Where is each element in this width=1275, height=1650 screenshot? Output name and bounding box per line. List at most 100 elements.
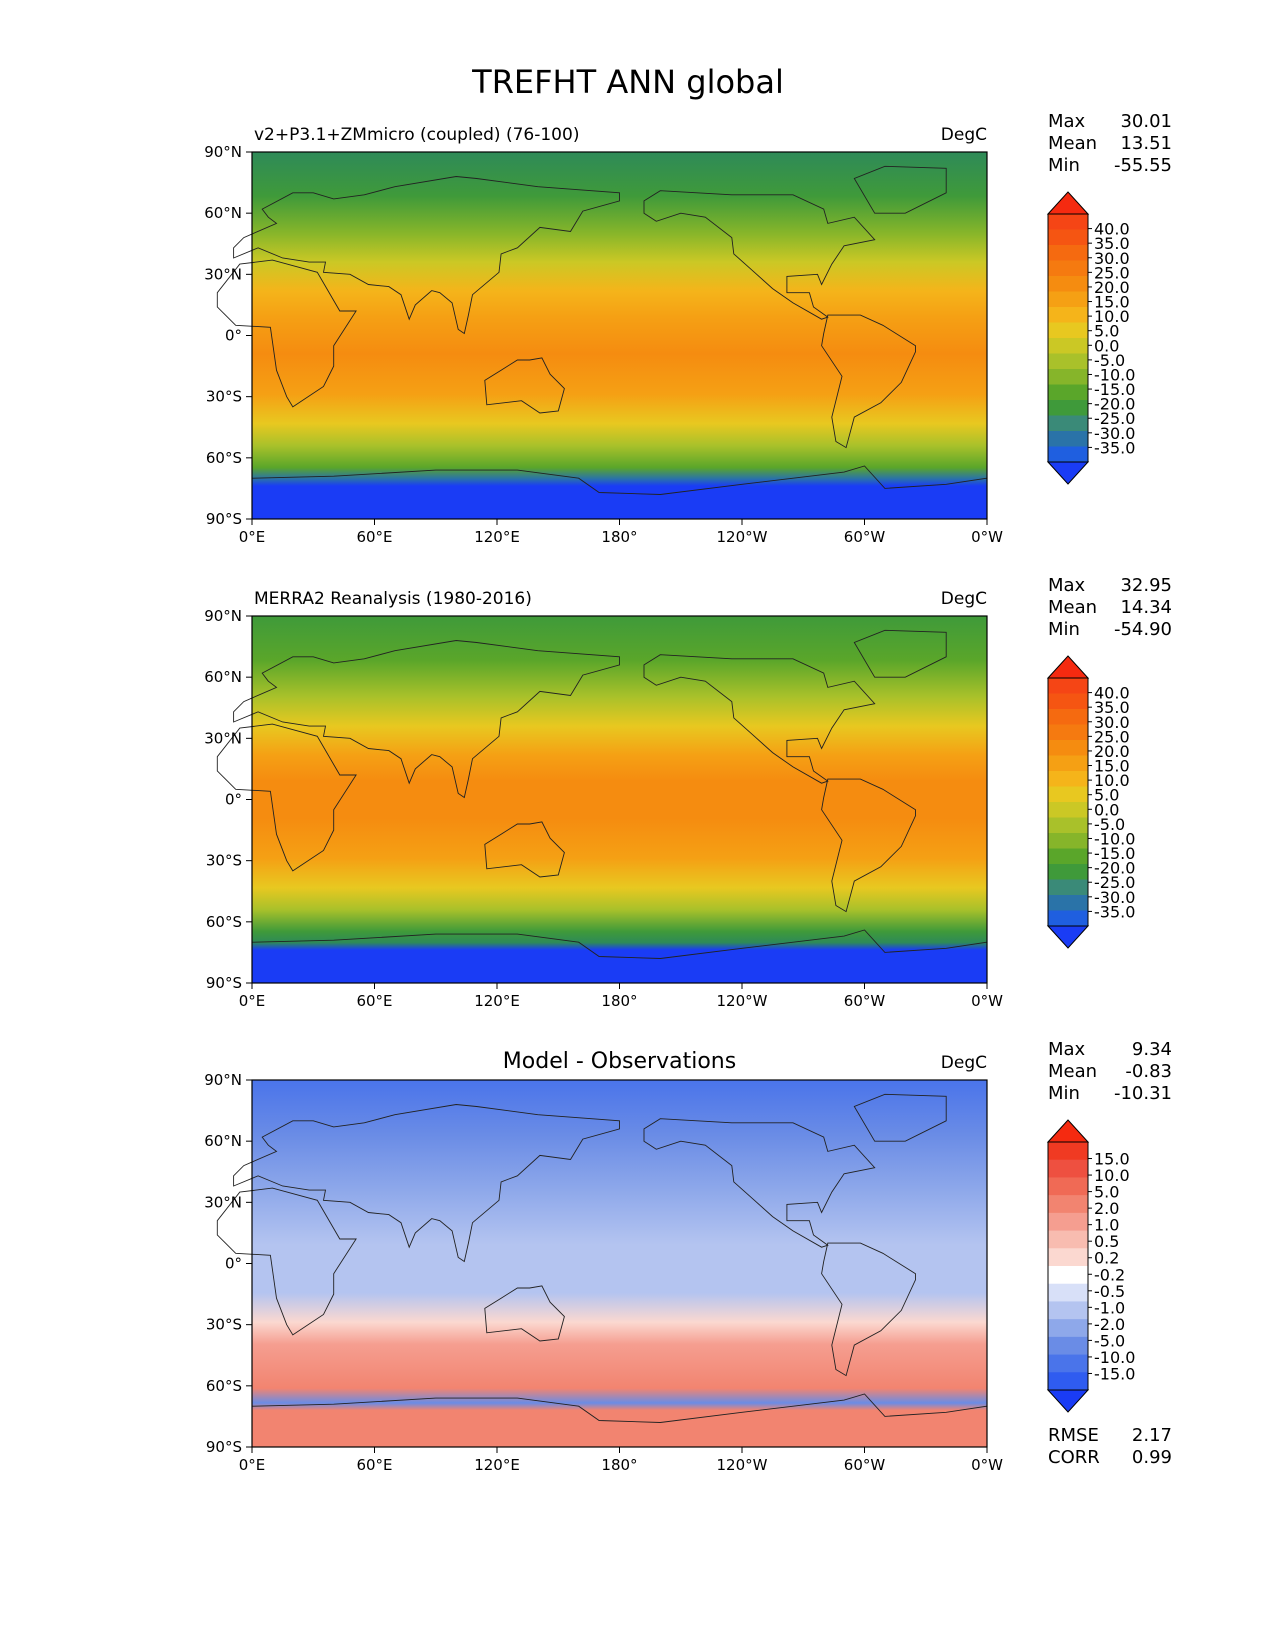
x-tick-label: 180°: [601, 992, 637, 1010]
colorbar-segment: [1048, 307, 1088, 323]
colorbar-segment: [1048, 353, 1088, 370]
colorbar-label: 25.0: [1094, 727, 1130, 746]
x-tick-label: 180°: [601, 1456, 637, 1474]
colorbar-segment: [1048, 1372, 1088, 1391]
colorbar-label: -10.0: [1094, 829, 1135, 848]
stat-value: 13.51: [1120, 133, 1172, 154]
coastline-2: [484, 357, 565, 414]
colorbar-label: -30.0: [1094, 424, 1135, 443]
colorbar-label: 15.0: [1094, 293, 1130, 312]
stat-value: 0.99: [1132, 1447, 1172, 1468]
colorbar-label: 5.0: [1094, 1183, 1119, 1202]
y-tick-label: 60°S: [206, 1377, 242, 1395]
colorbar-label: -15.0: [1094, 380, 1135, 399]
colorbar-label: -20.0: [1094, 859, 1135, 878]
coastline-4: [821, 778, 916, 913]
stat-label: Mean: [1048, 133, 1097, 154]
y-tick-label: 90°N: [204, 143, 242, 161]
colorbar-segment: [1048, 755, 1088, 772]
y-tick-label: 60°N: [204, 668, 242, 686]
colorbar-segment: [1048, 1230, 1088, 1249]
colorbar-segment: [1048, 771, 1088, 787]
x-tick-label: 60°W: [844, 528, 886, 546]
panel-units: DegC: [941, 125, 987, 145]
colorbar-segment: [1048, 709, 1088, 725]
coastline-3: [643, 190, 876, 320]
coastline-0: [216, 259, 357, 408]
x-tick-label: 180°: [601, 528, 637, 546]
y-tick-label: 30°S: [206, 1316, 242, 1334]
coastlines: [216, 1093, 988, 1448]
y-tick-label: 30°N: [204, 1193, 242, 1211]
x-tick-label: 120°E: [474, 992, 520, 1010]
colorbar-label: 35.0: [1094, 698, 1130, 717]
colorbar-segment: [1048, 1354, 1088, 1373]
colorbar-segment: [1048, 786, 1088, 803]
panel-title: v2+P3.1+ZMmicro (coupled) (76-100): [254, 125, 579, 145]
stat-value: -10.31: [1114, 1083, 1172, 1104]
panel-title: MERRA2 Reanalysis (1980-2016): [254, 589, 532, 609]
y-tick-label: 0°: [225, 327, 242, 345]
panel-difference: Model - Observations DegC 0°E 60°E 120°E 180°…: [204, 1039, 1172, 1474]
colorbar-label: -30.0: [1094, 888, 1135, 907]
colorbar-label: -20.0: [1094, 395, 1135, 414]
coastline-3: [643, 654, 876, 784]
x-tick-label: 120°E: [474, 1456, 520, 1474]
coastline-4: [821, 314, 916, 449]
map-field: [252, 1080, 987, 1447]
colorbar-segment: [1048, 1195, 1088, 1214]
y-tick-label: 60°N: [204, 204, 242, 222]
colorbar-label: 10.0: [1094, 307, 1130, 326]
colorbar-segment: [1048, 848, 1088, 865]
colorbar-label: 10.0: [1094, 771, 1130, 790]
y-tick-label: 30°S: [206, 388, 242, 406]
coastline-1: [233, 1104, 620, 1263]
colorbar-segment: [1048, 1266, 1088, 1285]
stat-value: 30.01: [1120, 111, 1172, 132]
colorbar-segment: [1048, 1177, 1088, 1196]
x-tick-label: 60°W: [844, 992, 886, 1010]
stat-value: -54.90: [1114, 619, 1172, 640]
colorbar-segment: [1048, 214, 1088, 230]
colorbar-segment: [1048, 678, 1088, 694]
colorbar-segment: [1048, 802, 1088, 818]
colorbar-label: -5.0: [1094, 1331, 1125, 1350]
colorbar-frame: [1047, 1141, 1089, 1391]
colorbar-frame: [1047, 677, 1089, 927]
panel-title: Model - Observations: [503, 1049, 736, 1074]
y-tick-label: 90°S: [206, 510, 242, 528]
colorbar-segment: [1048, 446, 1088, 463]
stat-label: Max: [1048, 111, 1086, 132]
colorbar-segment: [1048, 879, 1088, 896]
y-tick-label: 60°S: [206, 449, 242, 467]
colorbar-label: -5.0: [1094, 815, 1125, 834]
coastline-1: [233, 176, 620, 335]
colorbar-extend-max: [1046, 655, 1090, 679]
x-tick-label: 60°E: [356, 1456, 392, 1474]
coastline-5: [853, 1093, 947, 1142]
colorbar-label: 40.0: [1094, 220, 1130, 239]
panel-units: DegC: [941, 1053, 987, 1073]
map-field: [252, 152, 987, 519]
colorbar-segment: [1048, 1159, 1088, 1178]
coastline-0: [216, 1187, 357, 1336]
colorbar-label: 25.0: [1094, 263, 1130, 282]
colorbar-label: 30.0: [1094, 249, 1130, 268]
colorbar-label: -15.0: [1094, 844, 1135, 863]
colorbar-label: 35.0: [1094, 234, 1130, 253]
stat-value: 32.95: [1120, 575, 1172, 596]
coastline-0: [216, 723, 357, 872]
colorbar-segment: [1048, 1248, 1088, 1267]
colorbar-label: -0.5: [1094, 1282, 1125, 1301]
x-tick-label: 120°E: [474, 528, 520, 546]
x-tick-label: 0°E: [239, 1456, 266, 1474]
x-tick-label: 60°E: [356, 528, 392, 546]
colorbar-label: 1.0: [1094, 1216, 1119, 1235]
x-tick-label: 0°E: [239, 528, 266, 546]
y-tick-label: 0°: [225, 791, 242, 809]
colorbar-segment: [1048, 864, 1088, 880]
coastline-3: [643, 1118, 876, 1248]
stat-label: Min: [1048, 1083, 1080, 1104]
x-tick-label: 120°W: [717, 528, 768, 546]
stat-label: Mean: [1048, 597, 1097, 618]
